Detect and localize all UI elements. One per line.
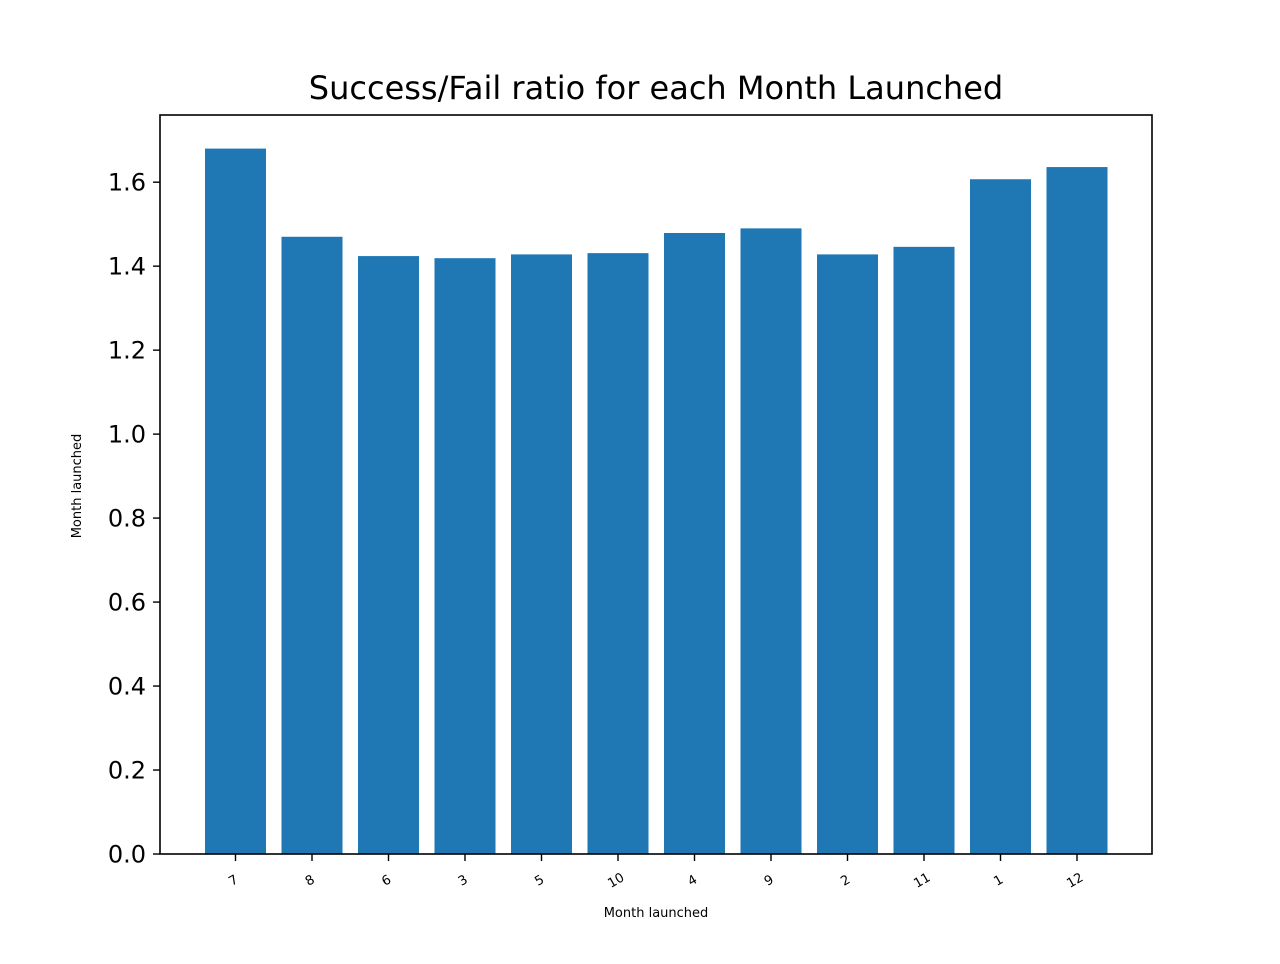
bar-month-9 (740, 228, 802, 854)
y-tick-label: 1.2 (108, 337, 146, 365)
bar-month-6 (358, 256, 419, 855)
y-tick-label: 1.4 (108, 253, 146, 281)
bars-group (205, 148, 1108, 855)
y-axis-ticks: 0.0 0.2 0.4 0.6 0.8 1.0 1.2 1.4 1.6 (108, 169, 160, 869)
bar-month-12 (1046, 167, 1108, 854)
y-tick-label: 1.0 (108, 421, 146, 449)
y-tick-label: 1.6 (108, 169, 146, 197)
bar-month-10 (587, 253, 649, 854)
y-axis-label: Month launched (70, 434, 85, 539)
bar-month-8 (281, 236, 343, 854)
bar-month-7 (205, 148, 266, 855)
bar-month-4 (664, 232, 725, 855)
y-tick-label: 0.6 (108, 589, 146, 617)
y-tick-label: 0.2 (108, 757, 146, 785)
x-tick-label: 12 (1064, 870, 1086, 891)
plot-frame (159, 114, 1153, 855)
bar-month-11 (893, 246, 955, 855)
bar-month-1 (970, 179, 1031, 855)
y-tick-label: 0.4 (108, 673, 146, 701)
bar-month-3 (434, 258, 496, 854)
y-tick-label: 0.0 (108, 841, 146, 869)
y-tick-label: 0.8 (108, 505, 146, 533)
x-tick-label: 10 (605, 870, 627, 891)
bar-month-5 (511, 254, 572, 854)
x-axis-label: Month launched (604, 906, 709, 921)
bar-month-2 (817, 254, 878, 854)
x-tick-label: 11 (911, 870, 933, 891)
chart-title: Success/Fail ratio for each Month Launch… (309, 69, 1003, 107)
